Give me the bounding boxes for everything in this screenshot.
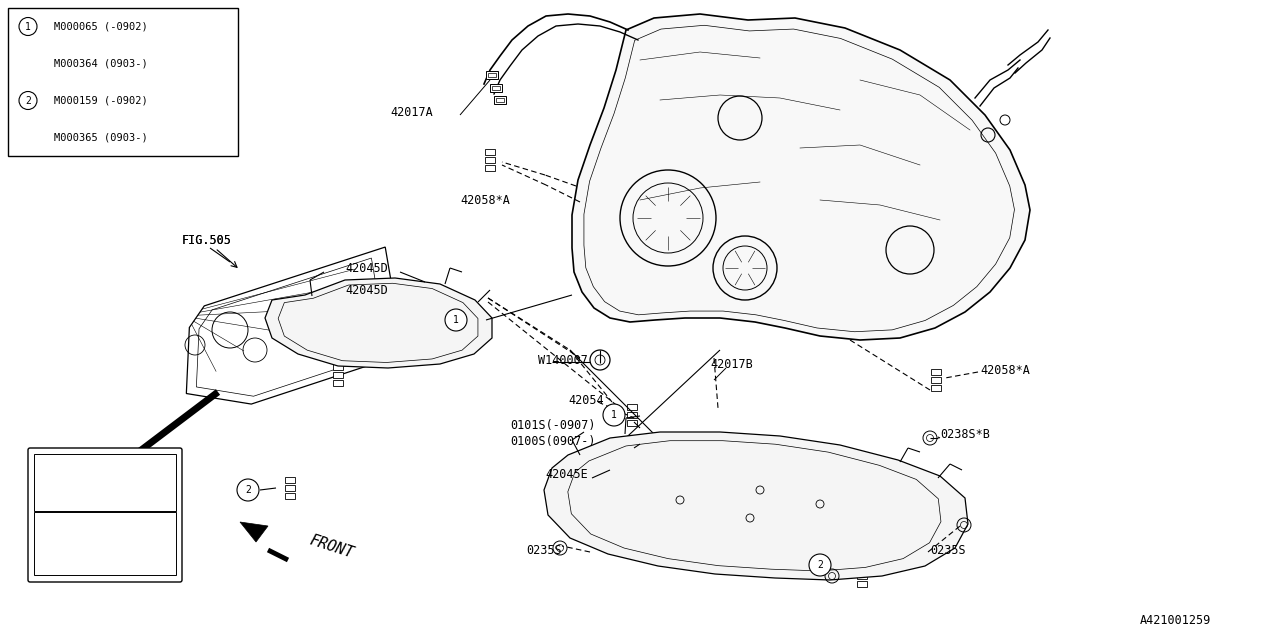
Bar xyxy=(468,325,479,331)
Text: 1: 1 xyxy=(26,22,31,31)
Bar xyxy=(35,513,177,575)
Text: FIG.505: FIG.505 xyxy=(182,234,232,246)
Bar xyxy=(858,581,867,587)
Circle shape xyxy=(445,309,467,331)
Text: 42045E: 42045E xyxy=(545,468,588,481)
Text: ⚠ WARNI NG: ⚠ WARNI NG xyxy=(78,462,132,471)
Bar xyxy=(8,8,238,156)
Bar xyxy=(858,565,867,571)
Bar xyxy=(497,98,504,102)
Bar xyxy=(285,477,294,483)
Circle shape xyxy=(237,479,259,501)
Bar xyxy=(931,377,941,383)
Bar xyxy=(468,309,479,315)
Text: FIG.505: FIG.505 xyxy=(182,234,232,246)
Bar xyxy=(485,149,495,155)
Bar xyxy=(627,404,637,410)
Text: FRONT: FRONT xyxy=(307,533,356,561)
Text: 0235S: 0235S xyxy=(526,543,562,557)
Bar xyxy=(855,299,865,305)
Text: 42045D: 42045D xyxy=(346,284,388,296)
Bar xyxy=(488,73,497,77)
Text: M000159 (-0902): M000159 (-0902) xyxy=(54,95,147,106)
Bar xyxy=(494,96,506,104)
Text: 42017B: 42017B xyxy=(710,358,753,371)
Bar xyxy=(855,315,865,321)
Text: 1: 1 xyxy=(611,410,617,420)
FancyBboxPatch shape xyxy=(28,448,182,582)
Bar xyxy=(627,420,637,426)
Text: 0238S*B: 0238S*B xyxy=(940,429,989,442)
Text: M000065 (-0902): M000065 (-0902) xyxy=(54,22,147,31)
Bar xyxy=(627,412,637,418)
Circle shape xyxy=(19,92,37,109)
Text: M000365 (0903-): M000365 (0903-) xyxy=(54,132,147,143)
Bar xyxy=(485,165,495,171)
Text: 2: 2 xyxy=(817,560,823,570)
Bar xyxy=(485,157,495,163)
Text: W140007: W140007 xyxy=(538,353,588,367)
Circle shape xyxy=(603,404,625,426)
Bar xyxy=(486,71,498,79)
Text: 42017A: 42017A xyxy=(390,106,433,118)
Bar xyxy=(490,84,502,92)
Text: 1: 1 xyxy=(453,315,460,325)
Bar xyxy=(931,369,941,375)
Text: 42048: 42048 xyxy=(68,529,104,541)
Bar xyxy=(333,372,343,378)
Text: 0235S: 0235S xyxy=(931,543,965,557)
Bar xyxy=(858,573,867,579)
Bar xyxy=(468,317,479,323)
Circle shape xyxy=(809,554,831,576)
Text: 42045D: 42045D xyxy=(346,262,388,275)
Text: 42048: 42048 xyxy=(68,524,104,536)
Bar xyxy=(333,364,343,370)
Bar xyxy=(35,454,177,511)
Circle shape xyxy=(19,17,37,35)
Bar xyxy=(931,385,941,391)
Polygon shape xyxy=(265,278,492,368)
Bar xyxy=(855,307,865,313)
Text: 2: 2 xyxy=(26,95,31,106)
Text: 42058*A: 42058*A xyxy=(980,364,1030,376)
Polygon shape xyxy=(544,432,968,580)
Text: M000364 (0903-): M000364 (0903-) xyxy=(54,58,147,68)
Text: 0101S(-0907): 0101S(-0907) xyxy=(509,419,595,433)
Bar xyxy=(285,493,294,499)
Bar xyxy=(285,485,294,491)
Text: 0100S(0907-): 0100S(0907-) xyxy=(509,435,595,449)
Text: 2: 2 xyxy=(244,485,251,495)
Text: ⚠ AVERTISSEMENT: ⚠ AVERTISSEMENT xyxy=(70,522,140,531)
Bar xyxy=(333,380,343,386)
Bar xyxy=(492,86,500,90)
Polygon shape xyxy=(572,14,1030,340)
Polygon shape xyxy=(241,522,268,542)
Text: 42058*A: 42058*A xyxy=(460,193,509,207)
Text: A421001259: A421001259 xyxy=(1140,614,1211,627)
Text: 42054: 42054 xyxy=(568,394,604,406)
